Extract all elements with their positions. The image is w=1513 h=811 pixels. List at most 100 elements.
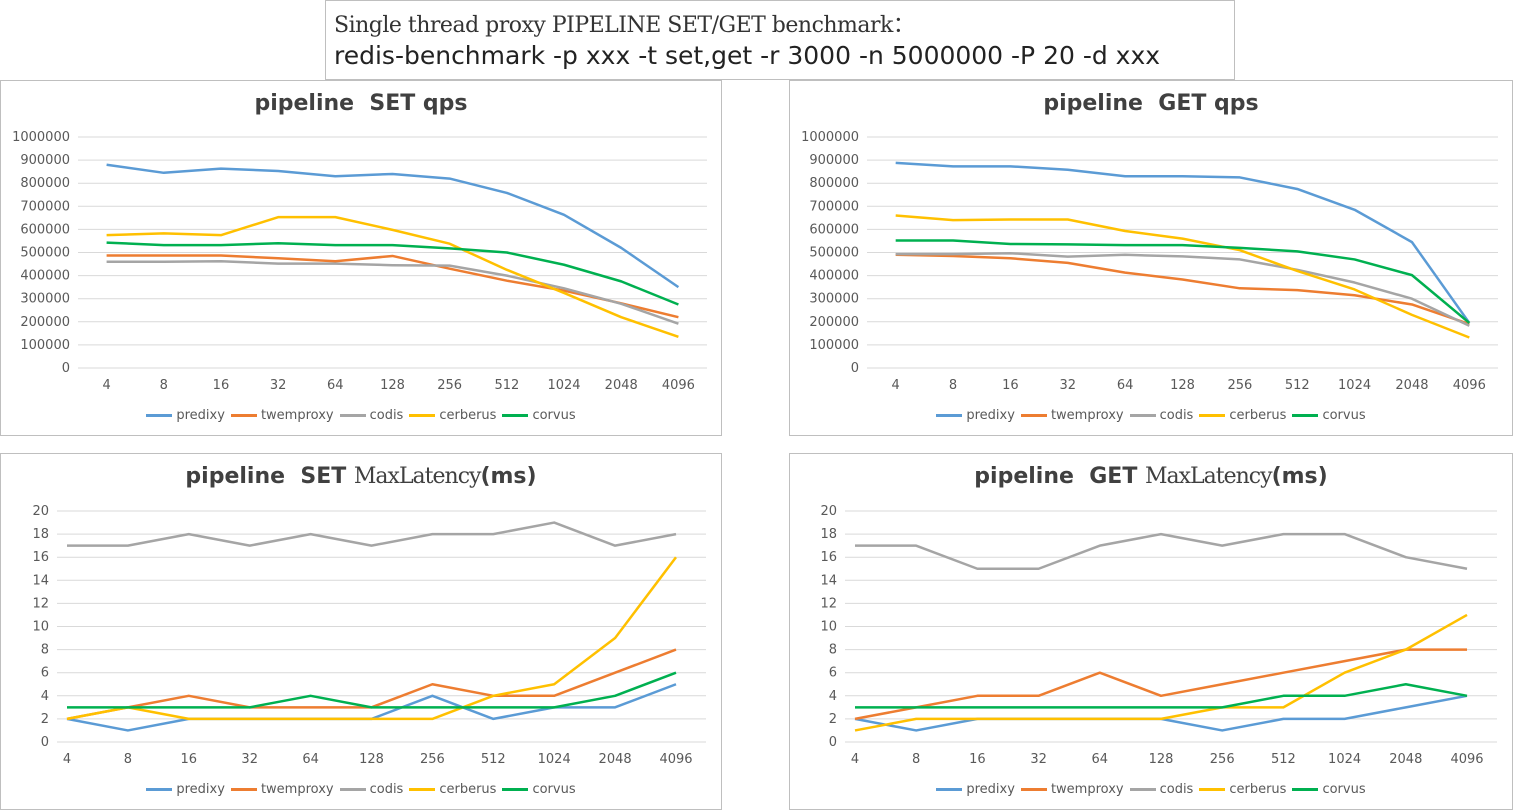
x-tick-label: 64 xyxy=(1117,378,1134,393)
x-tick-label: 8 xyxy=(160,378,168,393)
chart-title-part: pipeline SET qps xyxy=(254,91,468,116)
legend-label: twemproxy xyxy=(1050,782,1124,797)
legend-item-cerberus: cerberus xyxy=(409,408,496,423)
legend-swatch xyxy=(1292,788,1319,791)
x-tick-label: 32 xyxy=(1030,752,1047,767)
legend-label: twemproxy xyxy=(260,782,334,797)
chart-title-part: (ms) xyxy=(1271,464,1328,489)
x-tick-label: 32 xyxy=(270,378,287,393)
legend-item-codis: codis xyxy=(1129,408,1194,423)
legend-item-twemproxy: twemproxy xyxy=(1020,408,1124,423)
set-lat-chart: pipeline SET MaxLatency(ms) 0 2 4 6 8 10 12 14 16… xyxy=(0,453,722,810)
legend-label: cerberus xyxy=(439,782,497,797)
legend-swatch xyxy=(409,788,436,791)
legend-swatch xyxy=(339,414,366,417)
x-tick-label: 64 xyxy=(302,752,319,767)
legend-swatch xyxy=(936,414,963,417)
legend-swatch xyxy=(502,414,529,417)
x-tick-label: 512 xyxy=(481,752,506,767)
series-line-codis xyxy=(895,251,1470,327)
series-line-cerberus xyxy=(106,215,679,338)
chart-title-part: pipeline SET xyxy=(185,464,354,489)
legend-swatch xyxy=(1292,414,1319,417)
series-line-cerberus xyxy=(854,613,1468,732)
legend-swatch xyxy=(1199,788,1226,791)
x-tick-label: 256 xyxy=(1210,752,1235,767)
y-tick-label: 0 xyxy=(829,735,837,750)
legend-swatch xyxy=(502,788,529,791)
y-tick-label: 12 xyxy=(32,596,49,611)
legend-item-twemproxy: twemproxy xyxy=(1020,782,1124,797)
y-tick-label: 10 xyxy=(820,620,837,635)
x-tick-label: 8 xyxy=(949,378,957,393)
x-tick-label: 1024 xyxy=(547,378,580,393)
legend-item-cerberus: cerberus xyxy=(1199,408,1286,423)
get-qps-chart: pipeline GET qps 0 100000 200000 300000 40000… xyxy=(789,80,1513,436)
legend: predixy twemproxy codis cerberus corvus xyxy=(790,408,1512,423)
chart-title: pipeline SET qps xyxy=(1,91,721,116)
chart-title-part: MaxLatency xyxy=(353,464,482,489)
x-tick-label: 128 xyxy=(1170,378,1195,393)
series-line-codis xyxy=(106,260,679,325)
x-tick-label: 64 xyxy=(1092,752,1109,767)
legend-label: codis xyxy=(1159,408,1194,423)
legend-swatch xyxy=(1020,788,1047,791)
legend-item-predixy: predixy xyxy=(936,782,1015,797)
series-line-predixy xyxy=(895,161,1471,324)
y-tick-label: 100000 xyxy=(20,338,70,353)
chart-title-part: MaxLatency xyxy=(1145,464,1273,489)
series-line-corvus xyxy=(855,683,1468,709)
x-tick-label: 2048 xyxy=(605,378,638,393)
y-tick-label: 2 xyxy=(41,712,49,727)
y-tick-label: 1000000 xyxy=(801,130,859,145)
legend-label: cerberus xyxy=(439,408,497,423)
legend-item-predixy: predixy xyxy=(146,782,225,797)
chart-title: pipeline GET MaxLatency(ms) xyxy=(790,464,1512,489)
y-tick-label: 16 xyxy=(32,550,49,565)
chart-title-part: pipeline GET xyxy=(974,464,1145,489)
chart-title: pipeline GET qps xyxy=(790,91,1512,116)
set-qps-chart: pipeline SET qps 0 100000 200000 300000 40000… xyxy=(0,80,722,436)
y-tick-label: 800000 xyxy=(20,176,70,191)
y-tick-label: 8 xyxy=(829,643,837,658)
legend-label: corvus xyxy=(532,408,576,423)
x-tick-label: 256 xyxy=(437,378,462,393)
legend-swatch xyxy=(230,414,257,417)
header-command: redis-benchmark -p xxx -t set,get -r 300… xyxy=(334,41,1161,70)
x-tick-label: 16 xyxy=(181,752,198,767)
x-tick-label: 64 xyxy=(327,378,344,393)
header-title: Single thread proxy PIPELINE SET/GET ben… xyxy=(334,13,915,38)
x-tick-label: 128 xyxy=(1149,752,1174,767)
x-tick-label: 256 xyxy=(420,752,445,767)
x-tick-label: 16 xyxy=(1002,378,1019,393)
legend-item-predixy: predixy xyxy=(146,408,225,423)
y-tick-label: 300000 xyxy=(809,292,859,307)
y-tick-label: 500000 xyxy=(809,246,859,261)
legend-item-cerberus: cerberus xyxy=(409,782,496,797)
legend-item-twemproxy: twemproxy xyxy=(230,408,334,423)
x-tick-label: 1024 xyxy=(1338,378,1371,393)
y-tick-label: 700000 xyxy=(809,199,859,214)
y-tick-label: 16 xyxy=(820,550,837,565)
y-tick-label: 0 xyxy=(851,361,859,376)
x-tick-label: 4 xyxy=(102,378,110,393)
legend-swatch xyxy=(936,788,963,791)
legend-item-cerberus: cerberus xyxy=(1199,782,1286,797)
y-tick-label: 2 xyxy=(829,712,837,727)
series-line-predixy xyxy=(106,163,680,289)
legend-swatch xyxy=(1199,414,1226,417)
series-line-codis xyxy=(67,521,677,547)
y-tick-label: 6 xyxy=(829,666,837,681)
plot-area: 0 100000 200000 300000 400000 500000 600000 700… xyxy=(801,130,1498,393)
x-tick-label: 8 xyxy=(912,752,920,767)
legend-label: corvus xyxy=(1322,408,1366,423)
legend: predixy twemproxy codis cerberus corvus xyxy=(1,408,721,423)
legend-item-corvus: corvus xyxy=(502,408,576,423)
legend-label: corvus xyxy=(532,782,576,797)
series-line-corvus xyxy=(106,241,679,306)
y-tick-label: 700000 xyxy=(20,199,70,214)
x-tick-label: 128 xyxy=(380,378,405,393)
legend: predixy twemproxy codis cerberus corvus xyxy=(1,782,721,797)
x-tick-label: 4096 xyxy=(1450,752,1483,767)
